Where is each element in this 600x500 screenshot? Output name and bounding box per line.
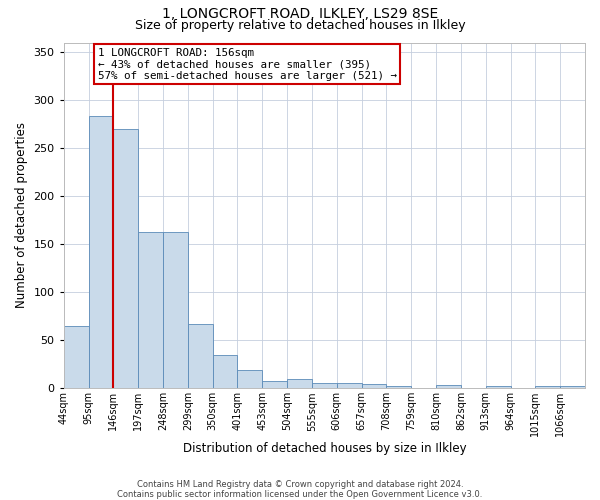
Bar xyxy=(113,129,138,388)
Bar xyxy=(560,386,585,388)
Text: Contains HM Land Registry data © Crown copyright and database right 2024.
Contai: Contains HM Land Registry data © Crown c… xyxy=(118,480,482,499)
Bar xyxy=(386,386,411,388)
Bar xyxy=(262,380,287,388)
Bar xyxy=(436,386,461,388)
Bar xyxy=(212,354,238,388)
Bar xyxy=(138,232,163,388)
Text: 1, LONGCROFT ROAD, ILKLEY, LS29 8SE: 1, LONGCROFT ROAD, ILKLEY, LS29 8SE xyxy=(162,8,438,22)
Y-axis label: Number of detached properties: Number of detached properties xyxy=(15,122,28,308)
Text: Size of property relative to detached houses in Ilkley: Size of property relative to detached ho… xyxy=(134,19,466,32)
X-axis label: Distribution of detached houses by size in Ilkley: Distribution of detached houses by size … xyxy=(182,442,466,455)
Bar xyxy=(188,324,212,388)
Bar xyxy=(486,386,511,388)
Bar xyxy=(362,384,386,388)
Bar xyxy=(163,232,188,388)
Bar xyxy=(89,116,113,388)
Text: 1 LONGCROFT ROAD: 156sqm
← 43% of detached houses are smaller (395)
57% of semi-: 1 LONGCROFT ROAD: 156sqm ← 43% of detach… xyxy=(98,48,397,81)
Bar xyxy=(238,370,262,388)
Bar xyxy=(312,382,337,388)
Bar xyxy=(64,326,89,388)
Bar xyxy=(535,386,560,388)
Bar xyxy=(287,378,312,388)
Bar xyxy=(337,384,362,388)
